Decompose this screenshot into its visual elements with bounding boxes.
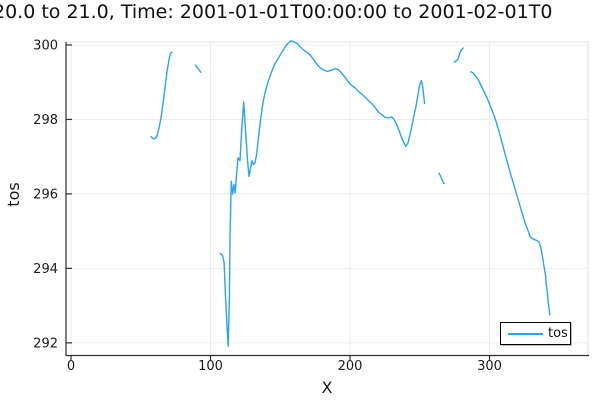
series-line-tos	[453, 47, 464, 63]
legend-label: tos	[548, 326, 568, 341]
x-tick-label: 0	[67, 359, 75, 374]
y-tick-label: 292	[33, 336, 58, 351]
series-line-tos	[438, 172, 445, 185]
series-line-tos	[219, 40, 426, 347]
legend-line-sample	[508, 332, 543, 335]
y-tick-label: 300	[33, 38, 58, 53]
x-axis-label: X	[321, 378, 333, 397]
series-line-tos	[150, 51, 173, 140]
y-tick-label: 298	[33, 113, 58, 128]
legend: tos	[500, 322, 571, 345]
x-tick-label: 100	[198, 359, 223, 374]
y-tick-label: 294	[33, 262, 58, 277]
series-line-tos	[470, 71, 551, 316]
x-tick-label: 200	[338, 359, 363, 374]
y-tick-label: 296	[33, 187, 58, 202]
y-axis-label: tos	[4, 182, 23, 207]
series-line-tos	[194, 64, 202, 73]
chart-title: 20.0 to 21.0, Time: 2001-01-01T00:00:00 …	[0, 1, 553, 23]
x-tick-label: 300	[477, 359, 502, 374]
